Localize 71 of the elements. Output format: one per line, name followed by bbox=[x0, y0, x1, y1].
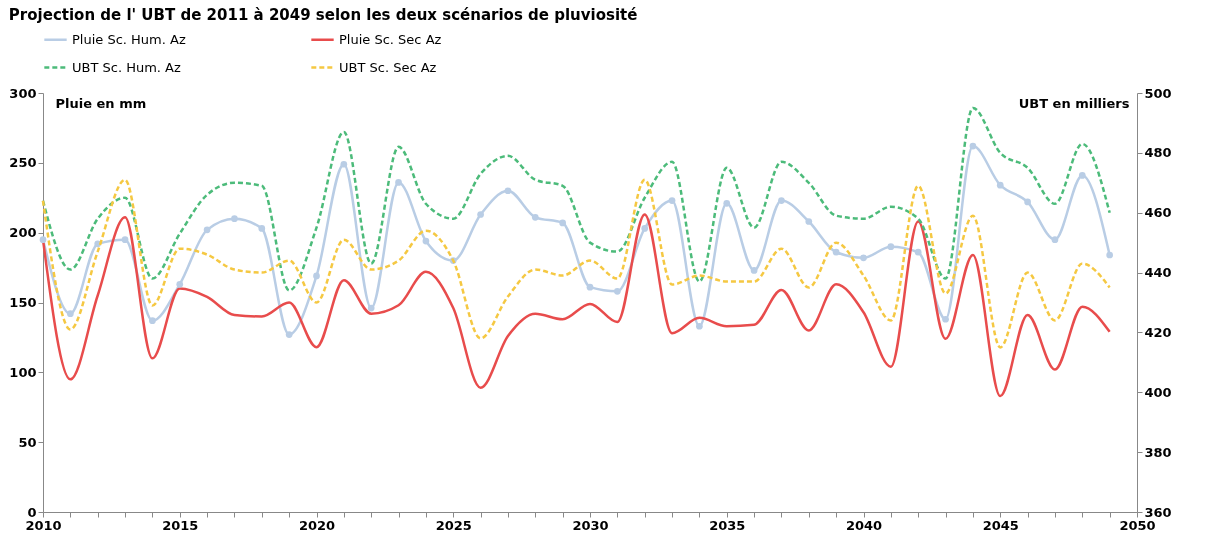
y2-axis-title: UBT en milliers bbox=[1018, 95, 1130, 111]
point bbox=[285, 331, 293, 338]
legend-label: Pluie Sc. Sec Az bbox=[339, 31, 442, 47]
point bbox=[723, 199, 731, 207]
point bbox=[914, 248, 922, 256]
point bbox=[1078, 172, 1086, 179]
point bbox=[559, 219, 566, 227]
y-axis-title: Pluie en mm bbox=[55, 95, 147, 111]
y-tick-label: 50 bbox=[18, 434, 37, 450]
x-tick-label: 2025 bbox=[435, 517, 472, 533]
point bbox=[668, 197, 676, 204]
line-series bbox=[41, 178, 1111, 349]
point bbox=[750, 267, 758, 274]
x-tick-label: 2010 bbox=[25, 517, 62, 533]
point bbox=[614, 287, 621, 295]
point bbox=[942, 315, 949, 323]
x-tick-label: 2020 bbox=[298, 517, 336, 533]
point bbox=[586, 283, 594, 291]
y-tick-label: 100 bbox=[9, 364, 37, 380]
point bbox=[805, 218, 813, 225]
y-tick-label: 150 bbox=[9, 295, 37, 310]
y2-tick-label: 500 bbox=[1144, 85, 1172, 101]
y-tick-label: 0 bbox=[27, 504, 37, 520]
x-tick-label: 2015 bbox=[162, 517, 199, 533]
point bbox=[778, 197, 785, 204]
point bbox=[39, 236, 47, 243]
point bbox=[258, 225, 266, 232]
point bbox=[969, 142, 977, 150]
point bbox=[832, 248, 840, 256]
x-tick-label: 2030 bbox=[572, 517, 609, 533]
point bbox=[395, 179, 402, 186]
x-tick-label: 2045 bbox=[982, 517, 1019, 533]
point bbox=[531, 213, 539, 221]
x-tick-label: 2050 bbox=[1119, 517, 1156, 533]
y2-tick-label: 380 bbox=[1144, 444, 1172, 460]
y-tick-label: 300 bbox=[9, 85, 37, 101]
y2-tick-label: 440 bbox=[1144, 265, 1172, 281]
legend-label: UBT Sc. Sec Az bbox=[339, 59, 437, 75]
y2-tick-label: 480 bbox=[1144, 145, 1172, 161]
point bbox=[504, 187, 512, 195]
legend-label: Pluie Sc. Hum. Az bbox=[72, 31, 186, 47]
y-tick-label: 200 bbox=[9, 225, 37, 241]
line-series bbox=[41, 213, 1111, 398]
chart-title: Projection de l' UBT de 2011 à 2049 selon les deux scénarios de pluviosité bbox=[8, 6, 638, 24]
point bbox=[996, 181, 1004, 189]
point bbox=[422, 237, 430, 245]
point bbox=[340, 160, 348, 168]
y-tick-label: 250 bbox=[9, 155, 37, 171]
point bbox=[641, 225, 649, 232]
y2-tick-label: 460 bbox=[1144, 205, 1172, 221]
point bbox=[887, 243, 895, 250]
point bbox=[1051, 236, 1059, 243]
y2-tick-label: 400 bbox=[1144, 384, 1172, 400]
point bbox=[367, 304, 375, 312]
point bbox=[203, 226, 211, 234]
point bbox=[121, 236, 129, 243]
point bbox=[176, 281, 184, 288]
x-tick-label: 2035 bbox=[709, 517, 746, 533]
point bbox=[67, 310, 74, 318]
point bbox=[149, 317, 156, 324]
point bbox=[1024, 198, 1031, 206]
y2-tick-label: 360 bbox=[1144, 504, 1172, 520]
legend-label: UBT Sc. Hum. Az bbox=[72, 59, 182, 75]
point bbox=[1106, 251, 1113, 259]
point bbox=[696, 322, 703, 330]
point bbox=[231, 215, 238, 223]
x-tick-label: 2040 bbox=[845, 517, 883, 533]
point bbox=[477, 211, 484, 218]
y2-tick-label: 420 bbox=[1144, 324, 1172, 340]
point bbox=[860, 254, 867, 262]
point bbox=[313, 272, 320, 280]
